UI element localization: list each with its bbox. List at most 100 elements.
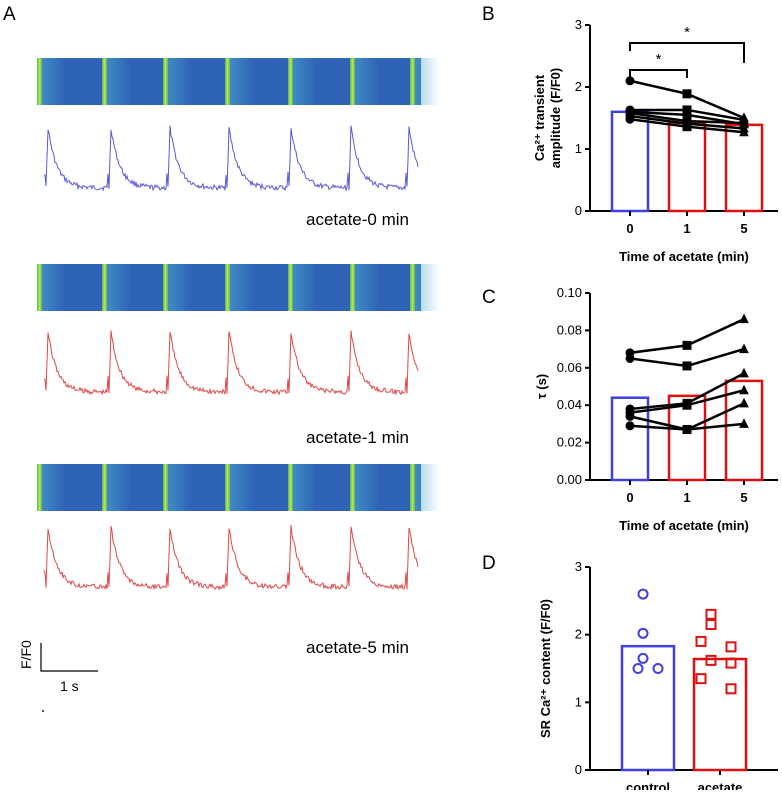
linescan-fade <box>168 464 192 511</box>
x-tick-label: 5 <box>740 221 747 236</box>
y-tick-label: 0.06 <box>557 360 582 375</box>
data-point-control-3 <box>632 663 644 674</box>
panel-label-d: D <box>482 553 496 574</box>
linescan-fade <box>168 264 192 311</box>
linescan-fade <box>230 264 254 311</box>
data-point-acetate-4 <box>705 654 717 666</box>
linescan-stripe <box>225 264 230 311</box>
data-point-3-2 <box>739 384 749 395</box>
linescan-stripe <box>225 464 230 511</box>
linescan-stripe <box>102 264 107 311</box>
data-point-1-0 <box>625 353 635 363</box>
data-point-5-1 <box>682 425 692 435</box>
x-axis-label: Time of acetate (min) <box>619 249 749 264</box>
linescan-fade <box>293 264 317 311</box>
linescan-fade <box>355 58 379 105</box>
caption-acetate-5min: acetate-5 min <box>306 638 409 657</box>
data-point-0-0 <box>625 76 635 86</box>
data-point-control-4 <box>652 663 664 674</box>
linescan-fade <box>230 464 254 511</box>
data-point-0-1 <box>682 340 692 350</box>
y-tick-label: 0.10 <box>557 285 582 300</box>
linescan-image-5min <box>37 464 439 511</box>
linescan-fade <box>107 58 131 105</box>
data-point-1-2 <box>739 343 749 354</box>
linescan-fade <box>168 58 192 105</box>
data-point-4-0 <box>625 411 635 421</box>
caption-acetate-0min: acetate-0 min <box>306 210 409 229</box>
data-point-5-0 <box>625 114 635 124</box>
linescan-fade <box>107 264 131 311</box>
linescan-stripe <box>37 58 42 105</box>
data-point-0-2 <box>739 313 749 324</box>
linescan-stripe <box>288 264 293 311</box>
significance-star-1: * <box>684 24 690 41</box>
bar-control <box>620 644 676 772</box>
panel-label-a: A <box>3 4 16 25</box>
linescan-image-0min <box>37 58 439 105</box>
x-tick-label: control <box>626 780 670 790</box>
y-tick-label: 0.08 <box>557 322 582 337</box>
data-point-acetate-3 <box>725 641 737 653</box>
x-tick-label: 0 <box>626 490 633 505</box>
significance-bracket-1 <box>629 42 745 63</box>
linescan-stripe <box>102 464 107 511</box>
linescan-stripe <box>163 464 168 511</box>
data-point-2-2 <box>739 367 749 378</box>
scale-bar <box>40 643 98 672</box>
linescan-stripe <box>163 58 168 105</box>
data-point-control-0 <box>637 588 649 600</box>
y-tick-label: 0 <box>575 762 582 777</box>
caption-acetate-1min: acetate-1 min <box>306 428 409 447</box>
calcium-trace-1min <box>43 330 419 396</box>
linescan-fade <box>415 58 439 105</box>
linescan-fade <box>415 464 439 511</box>
linescan-stripe <box>225 58 230 105</box>
linescan-fade <box>107 464 131 511</box>
data-point-control-1 <box>637 627 649 639</box>
y-tick-label: 0 <box>575 203 582 218</box>
data-point-acetate-7 <box>725 683 737 695</box>
y-axis-label: τ (s) <box>534 374 549 399</box>
y-tick-label: 3 <box>575 17 582 32</box>
x-axis-label: Time of acetate (min) <box>619 518 749 533</box>
bar-5 <box>724 123 764 213</box>
linescan-fade <box>415 264 439 311</box>
linescan-image-1min <box>37 264 439 311</box>
data-point-5-0 <box>625 421 635 431</box>
bar-acetate <box>692 657 748 772</box>
chart-d-sr-content: 0 1 2 3 control acetate SR Ca²⁺ content (F/F0) <box>538 559 778 790</box>
significance-star-0: * <box>656 51 662 68</box>
y-axis-label-line1: Ca²⁺ transient <box>532 74 547 161</box>
y-tick-label: 3 <box>575 559 582 574</box>
data-point-0-1 <box>682 89 692 99</box>
data-point-acetate-2 <box>695 635 707 647</box>
linescan-fade <box>355 464 379 511</box>
x-tick-label: 5 <box>740 490 747 505</box>
y-tick-label: 1 <box>575 141 582 156</box>
x-tick-label: 1 <box>683 221 690 236</box>
y-tick-label: 0.00 <box>557 472 582 487</box>
linescan-fade <box>42 264 66 311</box>
data-point-5-1 <box>682 122 692 132</box>
linescan-stripe <box>410 264 415 311</box>
data-point-acetate-1 <box>705 619 717 631</box>
data-point-5-2 <box>739 126 749 137</box>
linescan-fade <box>293 464 317 511</box>
linescan-fade <box>42 58 66 105</box>
linescan-stripe <box>37 264 42 311</box>
linescan-stripe <box>37 464 42 511</box>
bar-5 <box>724 379 764 482</box>
y-axis-label-line2: amplitude (F/F0) <box>548 68 563 168</box>
data-point-1-1 <box>682 361 692 371</box>
y-tick-label: 2 <box>575 627 582 642</box>
data-point-control-2 <box>637 652 649 664</box>
panel-label-b: B <box>482 4 495 25</box>
calcium-trace-5min <box>43 524 419 591</box>
calcium-trace-0min <box>43 125 419 192</box>
linescan-stripe <box>350 264 355 311</box>
stray-dot <box>42 710 44 712</box>
data-point-acetate-5 <box>725 657 737 669</box>
significance-bracket-0 <box>629 69 688 78</box>
y-axis-label: SR Ca²⁺ content (F/F0) <box>538 599 553 738</box>
